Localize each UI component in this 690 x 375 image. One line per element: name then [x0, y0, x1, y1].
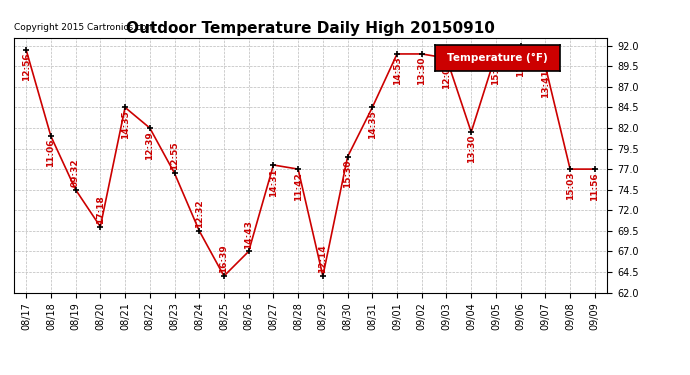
- Text: 15:30: 15:30: [343, 159, 352, 188]
- Text: 14:35: 14:35: [121, 110, 130, 139]
- Text: 14:43: 14:43: [244, 220, 253, 249]
- Text: 17:18: 17:18: [96, 195, 105, 224]
- Text: 12:56: 12:56: [21, 53, 30, 81]
- Text: 16:39: 16:39: [219, 244, 228, 273]
- Text: 09:32: 09:32: [71, 158, 80, 187]
- Text: 12:32: 12:32: [195, 200, 204, 228]
- Text: 12:00: 12:00: [442, 61, 451, 89]
- Text: 14:35: 14:35: [368, 110, 377, 139]
- Text: 12:14: 12:14: [318, 244, 327, 273]
- Title: Outdoor Temperature Daily High 20150910: Outdoor Temperature Daily High 20150910: [126, 21, 495, 36]
- Text: 12:39: 12:39: [146, 131, 155, 159]
- Text: 13:30: 13:30: [466, 135, 475, 164]
- Text: 13:30: 13:30: [417, 57, 426, 85]
- Text: 12:55: 12:55: [170, 142, 179, 171]
- Text: 13:41: 13:41: [541, 69, 550, 98]
- Text: 14:31: 14:31: [269, 168, 278, 196]
- Text: 15:24: 15:24: [491, 57, 500, 86]
- Text: Copyright 2015 Cartronics.com: Copyright 2015 Cartronics.com: [14, 23, 155, 32]
- Text: 11:56: 11:56: [591, 172, 600, 201]
- Text: 14:53: 14:53: [393, 57, 402, 86]
- Text: 11:42: 11:42: [294, 172, 303, 201]
- Text: 15:03: 15:03: [566, 172, 575, 200]
- Text: 13:41: 13:41: [516, 48, 525, 77]
- Text: 11:06: 11:06: [46, 139, 55, 168]
